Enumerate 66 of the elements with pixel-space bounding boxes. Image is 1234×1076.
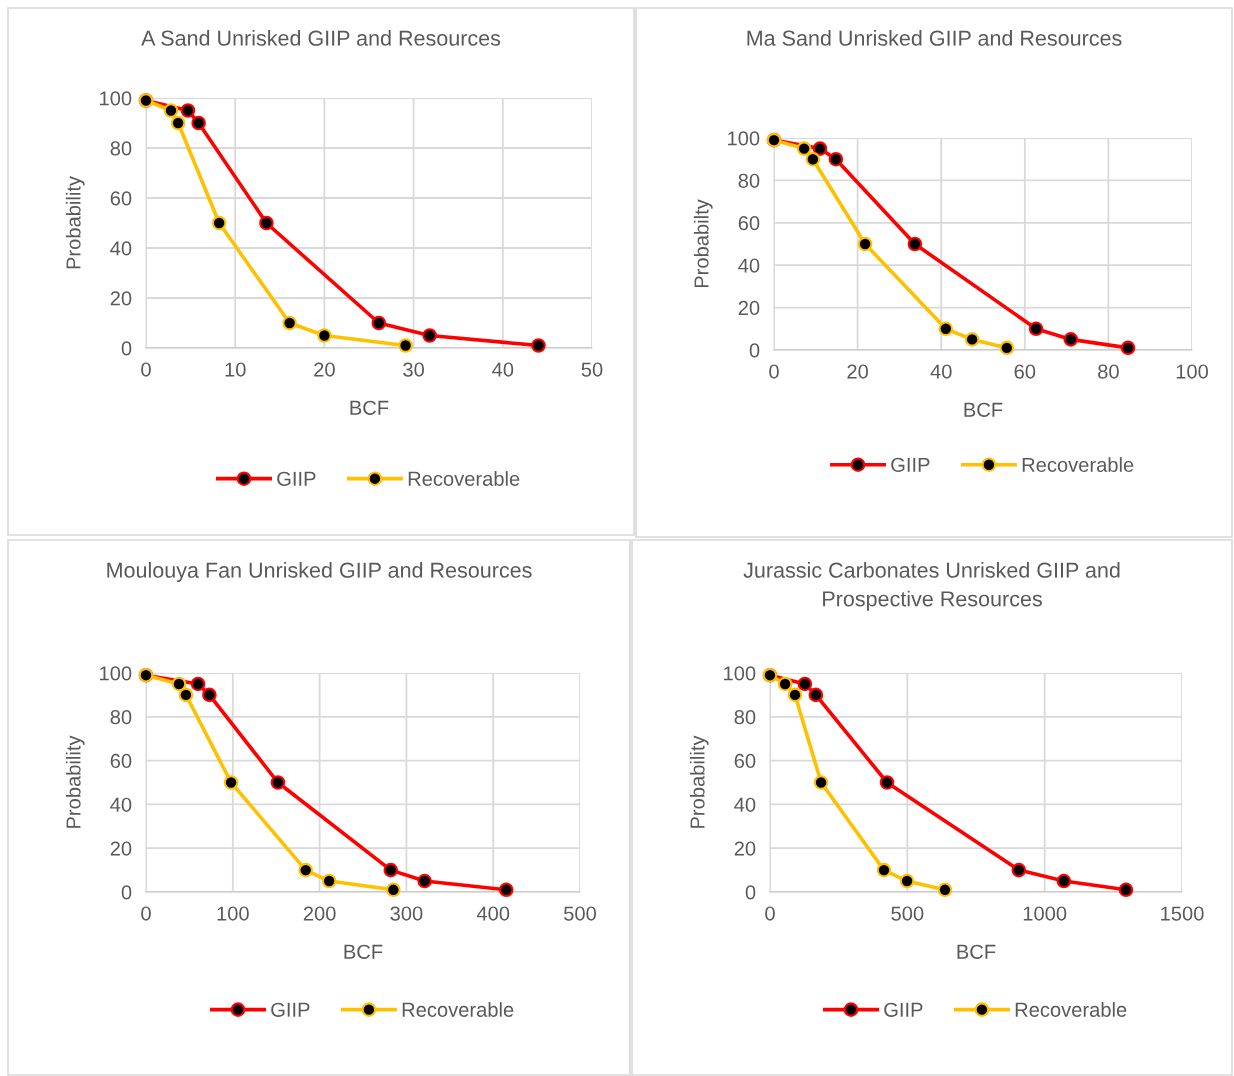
legend-label: GIIP	[884, 1002, 923, 1017]
legend-label: Recoverable	[1015, 1002, 1127, 1017]
x-axis-title: BCF	[964, 402, 1003, 417]
x-tick-label: 0	[141, 362, 151, 377]
y-axis-title: Probability	[689, 735, 709, 828]
legend-label: Recoverable	[402, 1002, 514, 1017]
chart-title: Jurassic Carbonates Unrisked GIIP and Prospective Resources	[743, 562, 1120, 611]
x-tick-label: 30	[403, 362, 425, 377]
chart-title: A Sand Unrisked GIIP and Resources	[141, 30, 501, 46]
y-tick-label: 60	[110, 191, 132, 206]
y-tick-label: 0	[121, 341, 132, 356]
y-tick-label: 0	[745, 885, 756, 900]
legend-label: Recoverable	[1022, 457, 1134, 472]
y-tick-label: 60	[110, 753, 132, 769]
x-tick-label: 500	[891, 906, 924, 921]
x-tick-label: 20	[847, 364, 869, 379]
y-tick-label: 60	[734, 753, 756, 769]
y-tick-label: 80	[738, 173, 760, 188]
y-axis-title: Probability	[65, 176, 85, 269]
y-tick-label: 80	[110, 710, 132, 725]
y-axis-title: Probabilty	[693, 199, 713, 288]
x-tick-label: 80	[1098, 364, 1119, 379]
x-tick-label: 0	[765, 906, 775, 921]
y-tick-label: 100	[724, 666, 756, 681]
x-tick-label: 1500	[1161, 906, 1204, 921]
x-tick-label: 300	[390, 906, 423, 921]
x-tick-label: 200	[303, 906, 336, 921]
y-tick-label: 20	[110, 291, 132, 306]
y-tick-label: 100	[100, 91, 132, 106]
legend-label: GIIP	[891, 457, 930, 472]
y-tick-label: 20	[738, 300, 760, 316]
y-tick-label: 0	[121, 885, 132, 900]
y-tick-label: 0	[749, 343, 760, 358]
y-tick-label: 60	[738, 216, 760, 231]
y-tick-label: 80	[734, 710, 756, 725]
y-tick-label: 20	[110, 841, 132, 856]
y-tick-label: 40	[738, 258, 760, 273]
x-tick-label: 500	[564, 906, 597, 921]
legend-label: GIIP	[277, 471, 316, 486]
y-tick-label: 40	[110, 797, 132, 812]
y-tick-label: 40	[110, 241, 132, 256]
chart-title: Ma Sand Unrisked GIIP and Resources	[747, 30, 1122, 46]
x-tick-label: 100	[1176, 364, 1209, 379]
y-tick-label: 100	[728, 131, 760, 146]
x-tick-label: 50	[581, 362, 603, 377]
y-tick-label: 100	[100, 666, 132, 681]
x-tick-label: 400	[476, 906, 510, 921]
x-axis-title: BCF	[350, 400, 389, 415]
x-tick-label: 10	[225, 362, 246, 377]
chart-title: Moulouya Fan Unrisked GIIP and Resources	[107, 562, 532, 583]
x-tick-label: 0	[769, 364, 779, 379]
x-tick-label: 1000	[1023, 906, 1067, 921]
x-tick-label: 40	[930, 364, 952, 379]
x-tick-label: 100	[217, 906, 249, 921]
y-axis-title: Probability	[65, 735, 85, 828]
x-tick-label: 0	[141, 906, 151, 921]
y-tick-label: 20	[734, 841, 756, 856]
x-tick-label: 60	[1014, 364, 1036, 379]
legend-label: GIIP	[271, 1002, 310, 1017]
x-axis-title: BCF	[344, 944, 383, 959]
x-axis-title: BCF	[957, 944, 996, 959]
y-tick-label: 40	[734, 797, 756, 812]
y-tick-label: 80	[110, 141, 132, 156]
x-tick-label: 40	[492, 362, 514, 377]
x-tick-label: 20	[314, 362, 335, 377]
legend-label: Recoverable	[408, 471, 520, 486]
